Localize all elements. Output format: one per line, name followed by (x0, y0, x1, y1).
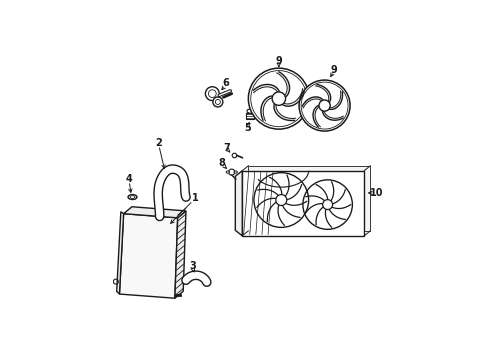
Ellipse shape (226, 171, 229, 173)
Polygon shape (247, 109, 253, 113)
Circle shape (323, 200, 333, 210)
Polygon shape (283, 89, 304, 106)
Circle shape (229, 169, 235, 175)
Text: 2: 2 (155, 138, 162, 148)
Polygon shape (276, 72, 290, 97)
Polygon shape (313, 105, 320, 127)
Polygon shape (235, 171, 242, 236)
Text: 10: 10 (370, 188, 384, 198)
Ellipse shape (128, 194, 137, 199)
Polygon shape (322, 111, 343, 120)
Circle shape (319, 100, 330, 111)
Text: 7: 7 (223, 143, 230, 153)
Polygon shape (232, 153, 237, 158)
Polygon shape (274, 104, 296, 121)
Circle shape (299, 80, 350, 131)
Circle shape (216, 99, 220, 104)
Polygon shape (123, 207, 186, 218)
Text: 8: 8 (219, 158, 226, 168)
Ellipse shape (234, 171, 237, 173)
Text: 5: 5 (245, 123, 251, 133)
Polygon shape (117, 212, 123, 294)
Circle shape (276, 194, 287, 206)
Polygon shape (329, 91, 343, 109)
Circle shape (213, 97, 223, 107)
Polygon shape (261, 96, 272, 121)
Circle shape (208, 90, 216, 98)
Polygon shape (316, 85, 331, 102)
Polygon shape (253, 85, 279, 93)
Polygon shape (248, 166, 370, 231)
Circle shape (272, 92, 286, 105)
Text: 1: 1 (192, 193, 199, 203)
Text: 9: 9 (331, 64, 338, 75)
Polygon shape (242, 171, 364, 236)
Circle shape (205, 87, 219, 100)
Text: 6: 6 (222, 78, 229, 89)
Polygon shape (175, 211, 186, 298)
Text: 4: 4 (125, 174, 132, 184)
Text: 3: 3 (190, 261, 196, 271)
Polygon shape (120, 214, 178, 298)
Text: 9: 9 (275, 56, 282, 66)
Polygon shape (302, 97, 323, 108)
Circle shape (248, 68, 309, 129)
